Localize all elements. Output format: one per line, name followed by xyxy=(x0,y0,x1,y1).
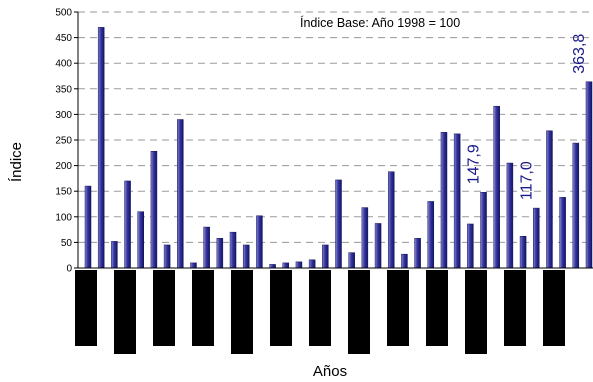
bar xyxy=(440,132,448,269)
bar xyxy=(203,226,210,269)
y-axis-title: Índice xyxy=(8,142,25,182)
bar xyxy=(348,252,355,269)
bar xyxy=(585,81,593,269)
bar xyxy=(84,185,92,269)
y-tick-label: 150 xyxy=(55,187,72,198)
bar xyxy=(322,244,329,269)
x-category-label xyxy=(309,270,331,346)
bar xyxy=(229,231,237,269)
bar xyxy=(453,133,461,269)
x-category-label xyxy=(348,270,370,354)
bar xyxy=(572,142,580,269)
x-category-label xyxy=(504,270,526,346)
y-tick-label: 500 xyxy=(55,8,72,19)
x-category-label xyxy=(75,270,97,346)
x-category-label xyxy=(465,270,487,354)
bar xyxy=(414,238,421,269)
annotation-text: Índice Base: Año 1998 = 100 xyxy=(300,15,460,30)
bar xyxy=(493,105,500,269)
bar xyxy=(242,244,250,269)
y-tick-label: 300 xyxy=(55,110,72,121)
bar xyxy=(361,207,369,269)
bar xyxy=(190,262,197,269)
data-labels: 147,9 117,0 363,8 xyxy=(466,34,588,201)
y-tick-label: 0 xyxy=(66,264,72,275)
x-category-label xyxy=(153,270,175,346)
bar xyxy=(269,264,276,269)
bar xyxy=(374,223,382,269)
bar xyxy=(467,223,474,269)
bar xyxy=(163,244,171,269)
bar xyxy=(256,215,263,269)
bar xyxy=(111,241,118,269)
y-tick-label: 200 xyxy=(55,161,72,172)
bar xyxy=(295,261,303,269)
bar xyxy=(177,119,184,269)
data-label: 363,8 xyxy=(571,34,588,74)
x-category-labels xyxy=(75,270,565,354)
x-axis-title: Años xyxy=(313,363,347,380)
bar xyxy=(533,207,540,269)
bar xyxy=(546,130,553,269)
data-label: 147,9 xyxy=(466,144,483,184)
bar xyxy=(137,211,144,269)
bar xyxy=(150,151,158,269)
bar xyxy=(282,262,290,269)
y-tick-label: 250 xyxy=(55,136,72,147)
bar xyxy=(506,162,514,269)
bar xyxy=(97,27,105,269)
x-category-label xyxy=(231,270,253,354)
x-category-label xyxy=(192,270,214,346)
bar xyxy=(480,192,487,269)
x-category-label xyxy=(426,270,448,346)
data-label: 117,0 xyxy=(518,161,535,200)
bar xyxy=(519,236,527,269)
y-tick-label: 350 xyxy=(55,84,72,95)
x-category-label xyxy=(387,270,409,346)
bar xyxy=(308,259,316,269)
bar xyxy=(335,179,342,269)
bar xyxy=(427,201,435,269)
y-tick-label: 100 xyxy=(55,212,72,223)
bar xyxy=(559,197,566,269)
bar xyxy=(216,238,224,269)
y-tick-labels: 0 50 100 150 200 250 300 350 400 450 500 xyxy=(55,8,78,275)
y-tick-label: 400 xyxy=(55,59,72,70)
y-tick-label: 50 xyxy=(61,238,73,249)
bar xyxy=(387,171,395,269)
y-tick-label: 450 xyxy=(55,33,72,44)
x-category-label xyxy=(114,270,136,354)
bar xyxy=(124,180,131,269)
x-category-label xyxy=(543,270,565,346)
bars xyxy=(84,27,593,269)
x-category-label xyxy=(270,270,292,346)
bar xyxy=(401,253,408,269)
